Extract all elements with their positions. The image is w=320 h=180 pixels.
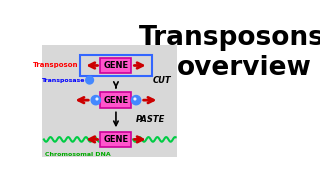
Bar [100, 93, 132, 108]
Text: Transposon: Transposon [32, 62, 78, 68]
Text: overview: overview [176, 55, 311, 82]
Text: GENE: GENE [103, 61, 129, 70]
Bar [100, 132, 132, 147]
Text: Transposase: Transposase [42, 78, 85, 83]
Circle shape [96, 98, 98, 100]
Text: Chromosomal DNA: Chromosomal DNA [45, 152, 110, 157]
Text: CUT: CUT [152, 76, 171, 85]
Circle shape [86, 76, 93, 84]
Text: GENE: GENE [103, 96, 129, 105]
Text: PASTE: PASTE [136, 115, 165, 124]
Circle shape [132, 96, 141, 105]
Bar [42, 45, 177, 157]
Circle shape [134, 98, 136, 100]
Bar [100, 58, 132, 73]
Text: Transposons: Transposons [139, 25, 320, 51]
Circle shape [91, 96, 100, 105]
Text: GENE: GENE [103, 135, 129, 144]
